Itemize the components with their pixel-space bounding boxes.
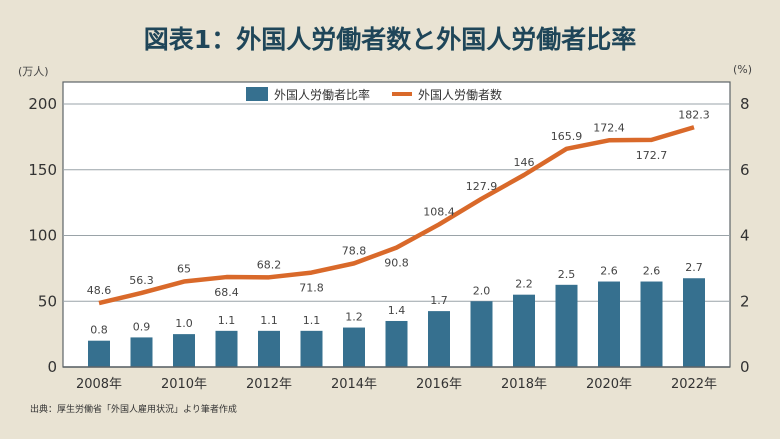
bar-data-label: 0.9 xyxy=(133,320,151,333)
left-axis-tick: 100 xyxy=(28,227,57,245)
x-axis-tick: 2010年 xyxy=(161,377,207,392)
bar-data-label: 1.1 xyxy=(260,314,278,327)
bar-data-label: 1.1 xyxy=(218,314,236,327)
x-axis-tick: 2020年 xyxy=(586,377,632,392)
line-data-label: 68.2 xyxy=(257,258,282,271)
left-axis-tick: 150 xyxy=(28,161,57,179)
bar-ratio xyxy=(343,327,365,367)
right-axis-tick: 2 xyxy=(740,292,750,310)
left-axis-tick: 0 xyxy=(47,358,57,376)
line-data-label: 78.8 xyxy=(342,244,367,257)
bar-ratio xyxy=(130,337,153,367)
line-data-label: 90.8 xyxy=(384,257,409,270)
right-axis-tick: 0 xyxy=(740,358,750,376)
bar-data-label: 2.6 xyxy=(600,265,618,278)
x-axis-tick: 2022年 xyxy=(671,377,717,392)
legend-line-label: 外国人労働者数 xyxy=(418,87,503,102)
bar-data-label: 1.4 xyxy=(388,304,406,317)
bar-ratio xyxy=(598,281,620,367)
line-data-label: 172.4 xyxy=(593,121,625,134)
bar-data-label: 0.8 xyxy=(90,324,108,337)
x-axis-tick: 2012年 xyxy=(246,377,292,392)
bar-data-label: 2.7 xyxy=(685,261,703,274)
right-axis-tick: 4 xyxy=(740,227,750,245)
line-data-label: 71.8 xyxy=(299,282,324,295)
line-data-label: 127.9 xyxy=(466,180,498,193)
bar-ratio xyxy=(215,330,238,367)
bar-ratio xyxy=(300,330,323,367)
left-axis-unit: (万人) xyxy=(18,65,49,78)
right-axis-tick: 6 xyxy=(740,161,750,179)
line-data-label: 48.6 xyxy=(87,284,112,297)
chart-title: 図表1：外国人労働者数と外国人労働者比率 xyxy=(143,25,637,54)
line-data-label: 165.9 xyxy=(551,130,583,143)
bar-data-label: 2.0 xyxy=(473,284,491,297)
left-axis-tick: 50 xyxy=(38,292,57,310)
legend-line-swatch xyxy=(392,92,413,96)
left-axis-tick: 200 xyxy=(28,95,57,113)
bar-data-label: 1.1 xyxy=(303,314,321,327)
bar-ratio xyxy=(640,281,663,367)
right-axis-unit: (%) xyxy=(733,63,753,76)
bar-ratio xyxy=(258,330,280,367)
bar-ratio xyxy=(428,311,450,367)
legend: 外国人労働者比率 外国人労働者数 xyxy=(246,84,502,104)
bar-ratio xyxy=(385,320,408,367)
bar-data-label: 1.2 xyxy=(345,311,363,324)
x-axis-tick: 2014年 xyxy=(331,377,377,392)
line-data-label: 108.4 xyxy=(423,205,455,218)
bar-data-label: 2.5 xyxy=(558,268,576,281)
x-axis-tick: 2018年 xyxy=(501,377,547,392)
right-axis-tick: 8 xyxy=(740,95,750,113)
bar-data-label: 2.2 xyxy=(515,278,533,291)
line-series-workers xyxy=(98,125,695,306)
line-data-label: 172.7 xyxy=(636,149,668,162)
bar-ratio xyxy=(555,284,578,367)
legend-bar-swatch xyxy=(246,87,268,101)
line-data-label: 56.3 xyxy=(129,274,154,287)
bar-ratio xyxy=(683,278,705,367)
legend-bar-label: 外国人労働者比率 xyxy=(274,87,371,102)
bar-ratio xyxy=(88,340,110,367)
line-data-label: 65 xyxy=(177,263,191,276)
source-note: 出典：厚生労働省「外国人雇用状況」より筆者作成 xyxy=(30,405,237,415)
bar-data-label: 1.7 xyxy=(430,294,448,307)
line-data-label: 182.3 xyxy=(678,108,710,121)
x-axis-tick: 2008年 xyxy=(76,377,122,392)
line-data-label: 68.4 xyxy=(214,286,239,299)
bar-data-label: 1.0 xyxy=(175,317,193,330)
bar-ratio xyxy=(513,294,535,367)
x-axis-tick: 2016年 xyxy=(416,377,462,392)
bar-data-label: 2.6 xyxy=(643,265,661,278)
bar-ratio xyxy=(470,301,493,367)
line-data-label: 146 xyxy=(514,156,535,169)
bar-ratio xyxy=(173,334,195,367)
